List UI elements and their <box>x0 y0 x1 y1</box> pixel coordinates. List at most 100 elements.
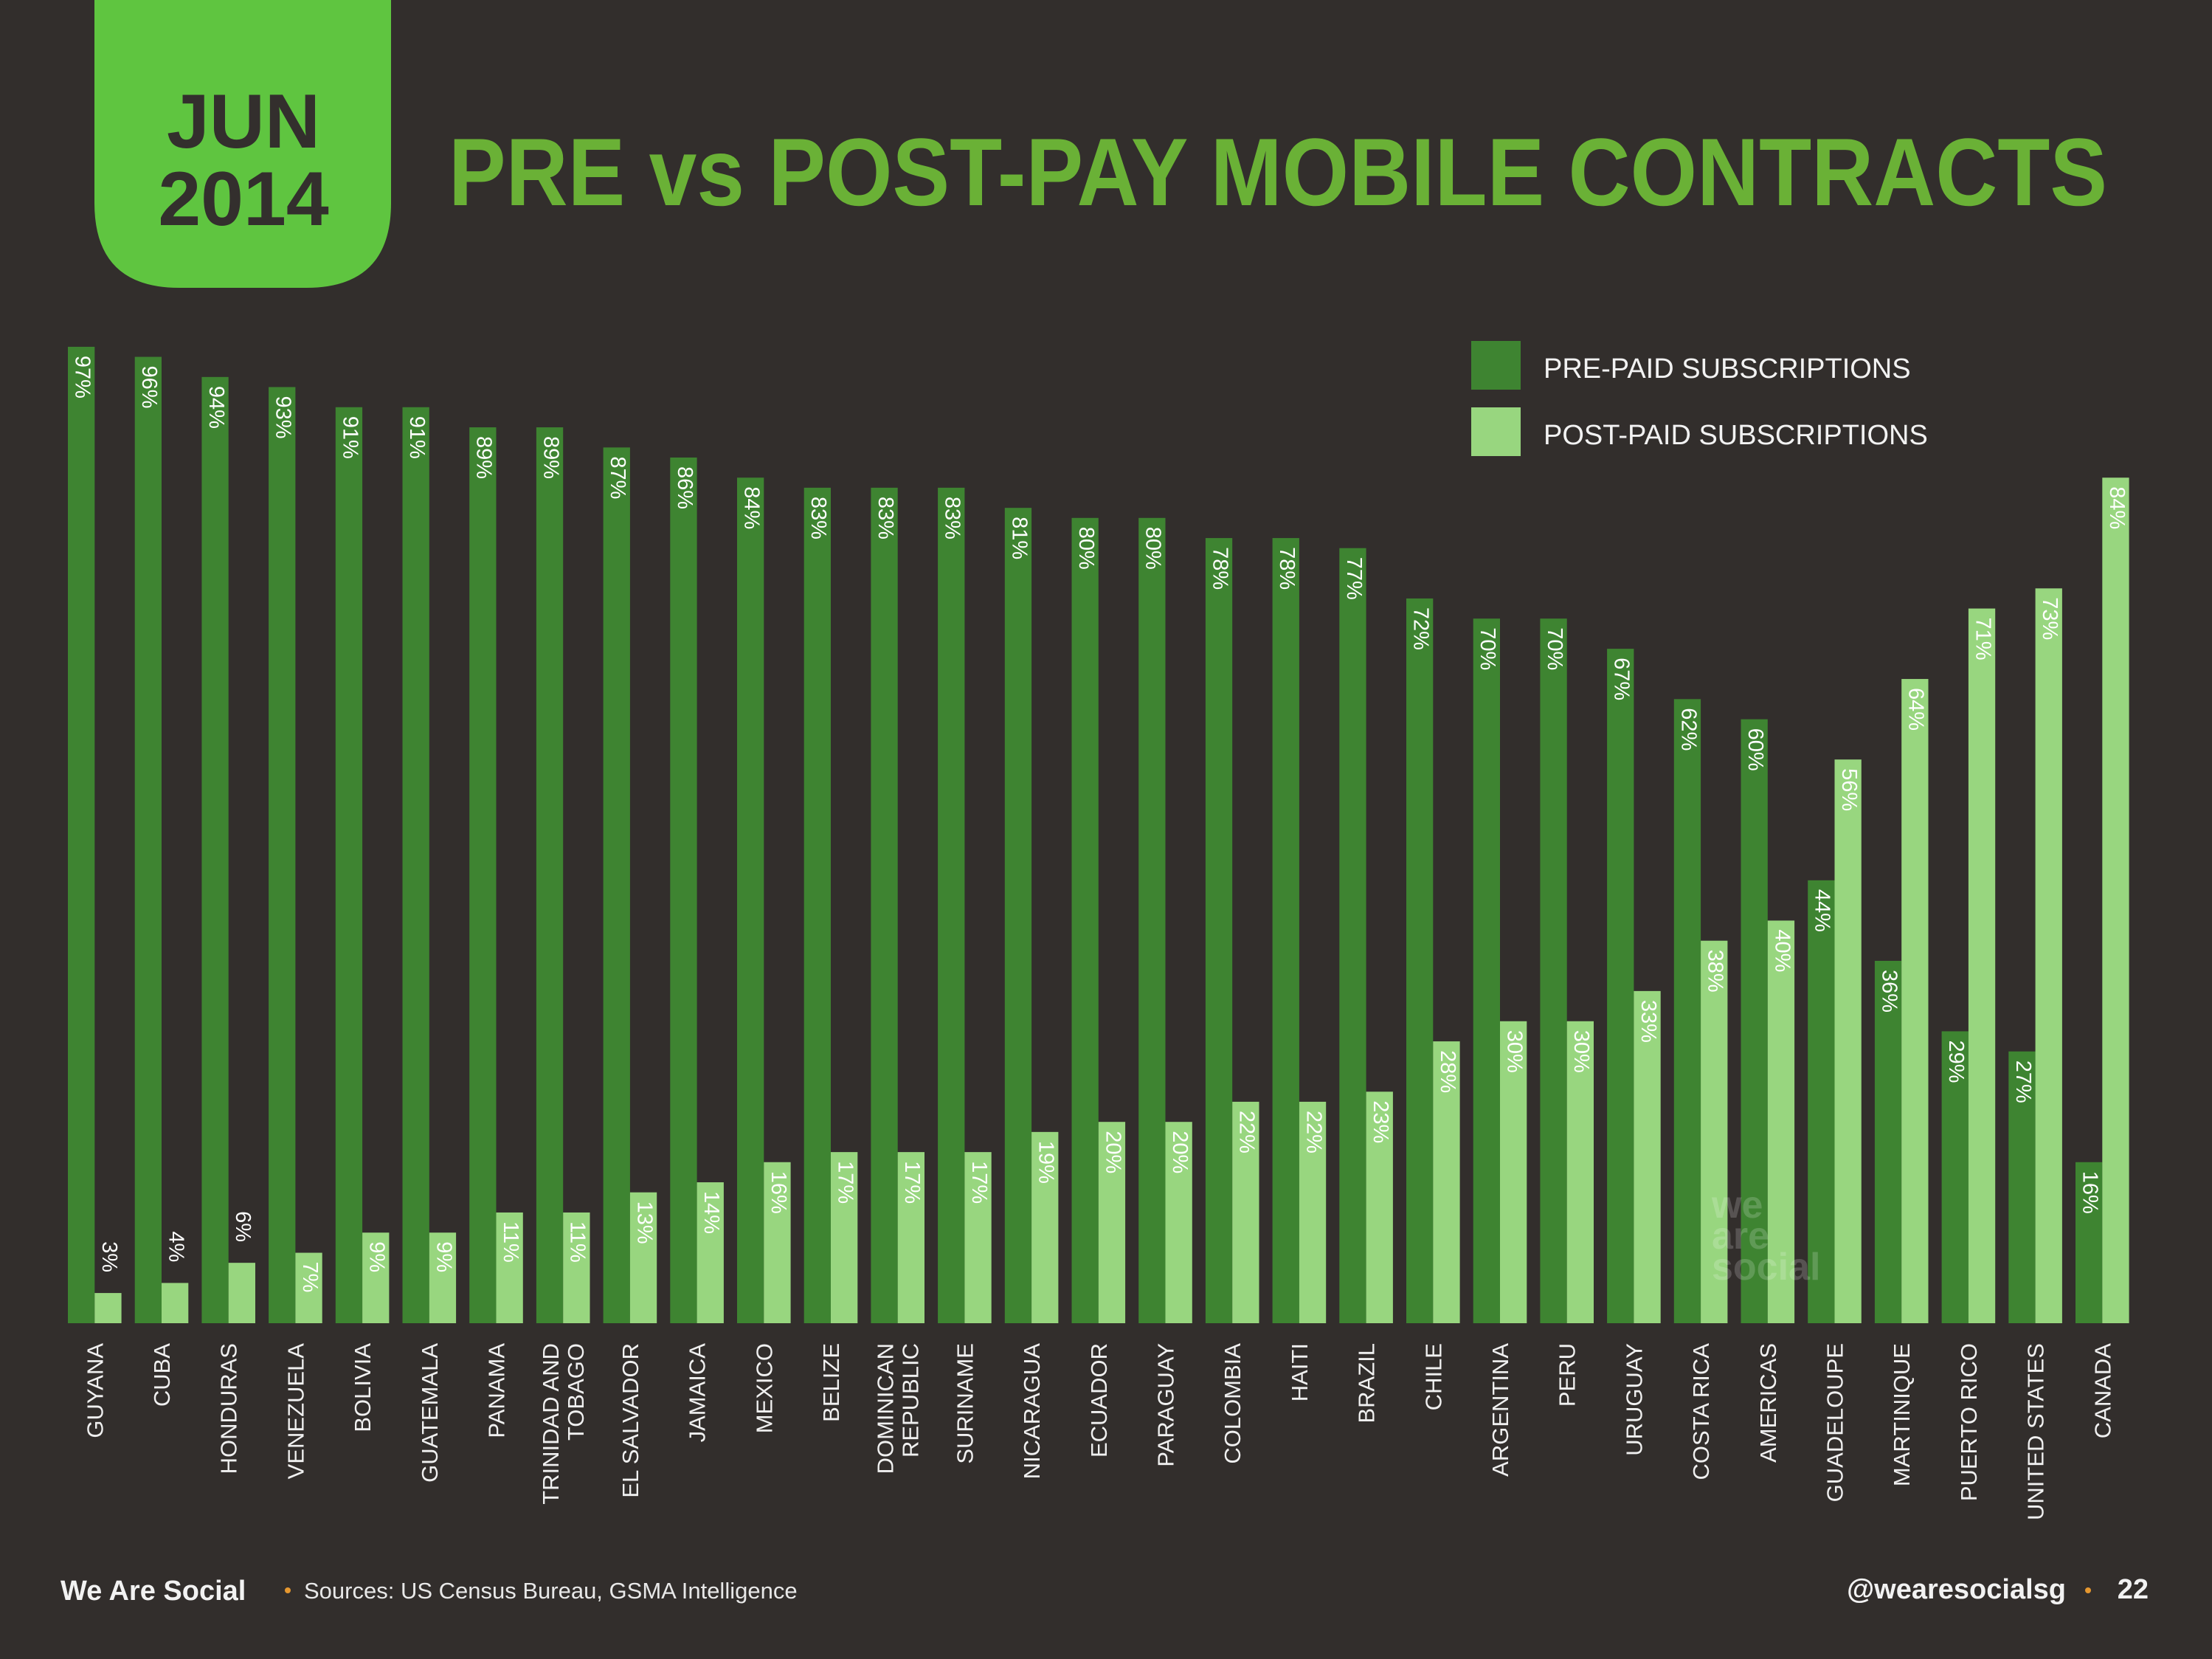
category-label: BRAZIL <box>1354 1343 1380 1424</box>
category-label-line: BRAZIL <box>1354 1343 1380 1424</box>
category-label-line: PERU <box>1555 1343 1580 1407</box>
category-label: HAITI <box>1287 1343 1313 1401</box>
category-label-line: TOBAGO <box>563 1343 589 1441</box>
data-label: 28% <box>1436 1050 1459 1093</box>
category-label: GUYANA <box>82 1343 108 1438</box>
category-label-line: MEXICO <box>751 1343 777 1433</box>
watermark-line: social <box>1712 1246 1820 1289</box>
bar-postpaid <box>496 1212 523 1323</box>
data-label: 81% <box>1007 517 1031 559</box>
data-label: 16% <box>767 1171 790 1214</box>
data-label: 14% <box>699 1191 723 1234</box>
bar-postpaid <box>2102 477 2129 1323</box>
data-label: 20% <box>1101 1131 1124 1173</box>
bar-postpaid <box>1767 920 1795 1323</box>
category-label-line: NICARAGUA <box>1019 1343 1045 1480</box>
data-label: 17% <box>900 1161 924 1204</box>
category-label: MARTINIQUE <box>1889 1343 1915 1486</box>
bar-prepaid <box>536 427 564 1323</box>
data-label: 22% <box>1235 1111 1259 1153</box>
data-label: 84% <box>739 486 763 529</box>
bar-postpaid <box>1433 1041 1460 1323</box>
bar-prepaid <box>2008 1051 2036 1323</box>
data-label: 91% <box>338 416 362 459</box>
category-label: ARGENTINA <box>1487 1343 1513 1477</box>
data-label: 86% <box>673 466 697 509</box>
bar-prepaid <box>803 487 831 1323</box>
data-label: 9% <box>365 1241 389 1272</box>
data-label: 89% <box>472 436 496 479</box>
bar-postpaid <box>1901 679 1929 1323</box>
page-title: PRE vs POST-PAY MOBILE CONTRACTS <box>449 118 2107 226</box>
legend-swatch-prepaid <box>1471 341 1521 390</box>
category-label-line: MARTINIQUE <box>1889 1343 1915 1486</box>
data-label: 11% <box>499 1221 522 1263</box>
category-label-line: REPUBLIC <box>898 1343 924 1458</box>
category-label: AMERICAS <box>1755 1343 1781 1463</box>
bar-postpaid <box>94 1293 122 1323</box>
category-label: COLOMBIA <box>1220 1343 1245 1464</box>
data-label: 30% <box>1502 1030 1526 1073</box>
category-label-line: AMERICAS <box>1755 1343 1781 1463</box>
data-label: 6% <box>231 1211 255 1242</box>
data-label: 40% <box>1770 929 1794 972</box>
legend-label-postpaid: POST-PAID SUBSCRIPTIONS <box>1544 420 1928 451</box>
data-label: 70% <box>1476 627 1499 670</box>
data-label: 83% <box>806 497 830 539</box>
data-label: 23% <box>1369 1100 1392 1143</box>
data-label: 4% <box>164 1231 187 1262</box>
bar-postpaid <box>964 1152 992 1323</box>
bar-prepaid <box>1071 517 1099 1323</box>
footer-dot <box>285 1587 291 1593</box>
data-label: 33% <box>1636 1000 1660 1043</box>
bar-prepaid <box>134 356 162 1323</box>
category-label: CHILE <box>1420 1343 1446 1410</box>
data-label: 16% <box>2078 1171 2101 1214</box>
category-label-line: HAITI <box>1287 1343 1313 1401</box>
data-label: 29% <box>1944 1040 1968 1083</box>
category-label: GUATEMALA <box>417 1343 443 1483</box>
data-label: 77% <box>1342 557 1366 600</box>
bar-postpaid <box>362 1232 390 1323</box>
data-label: 80% <box>1141 527 1165 570</box>
bar-postpaid <box>629 1192 657 1323</box>
bar-postpaid <box>897 1152 924 1323</box>
bar-prepaid <box>603 447 630 1323</box>
bar-prepaid <box>201 376 229 1324</box>
data-label: 56% <box>1837 768 1861 811</box>
date-badge <box>94 0 391 288</box>
category-label-line: GUATEMALA <box>417 1343 443 1483</box>
bar-prepaid <box>1138 517 1166 1323</box>
bar-prepaid <box>871 487 898 1323</box>
category-label: JAMAICA <box>685 1343 711 1443</box>
bar-postpaid <box>1098 1122 1126 1323</box>
data-label: 3% <box>97 1241 121 1272</box>
bar-prepaid <box>938 487 965 1323</box>
data-label: 11% <box>566 1221 590 1263</box>
category-label: ECUADOR <box>1086 1343 1112 1458</box>
category-label: GUADELOUPE <box>1822 1343 1848 1502</box>
data-label: 19% <box>1034 1141 1058 1184</box>
data-label: 17% <box>833 1161 857 1204</box>
category-label-line: BELIZE <box>818 1343 844 1422</box>
footer-dot <box>2085 1587 2091 1593</box>
bar-prepaid <box>1741 719 1768 1323</box>
x-axis-labels: GUYANA CUBA HONDURAS VENEZUELA BOLIVIA GUATEM… <box>82 1343 2115 1520</box>
data-label: 17% <box>967 1161 991 1204</box>
bar-postpaid <box>1232 1101 1259 1323</box>
category-label: SURINAME <box>952 1343 978 1464</box>
data-label: 67% <box>1610 658 1634 700</box>
footer-page-number: 22 <box>2118 1574 2149 1605</box>
data-label: 73% <box>2038 597 2061 640</box>
category-label-line: JAMAICA <box>685 1343 711 1443</box>
bar-postpaid <box>1500 1021 1527 1323</box>
category-label: URUGUAY <box>1621 1343 1647 1456</box>
data-label: 44% <box>1811 889 1834 932</box>
footer-sources: Sources: US Census Bureau, GSMA Intellig… <box>304 1578 798 1604</box>
bar-prepaid <box>269 387 296 1323</box>
legend-swatch-postpaid <box>1471 407 1521 456</box>
bar-postpaid <box>162 1283 189 1323</box>
bar-prepaid <box>2076 1162 2103 1323</box>
bar-postpaid <box>764 1162 791 1323</box>
category-label-line: PUERTO RICO <box>1956 1343 1982 1501</box>
